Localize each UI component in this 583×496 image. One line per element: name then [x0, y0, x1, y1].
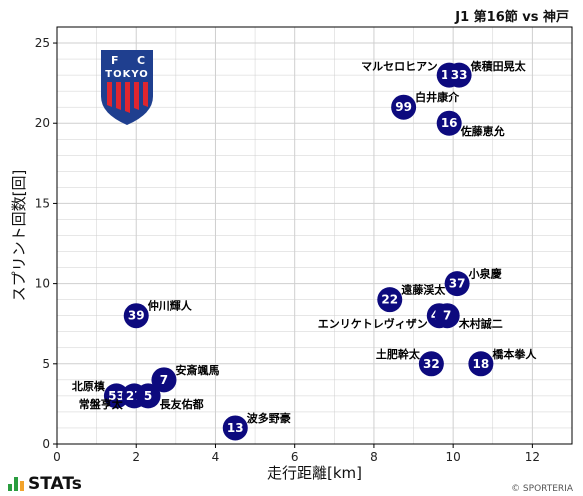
- point-number: 16: [441, 116, 458, 130]
- point-marker: [123, 303, 149, 329]
- point-number: 22: [381, 293, 398, 307]
- data-points: 19マルセロヒアン33俵積田晃太99白井康介16佐藤恵允37小泉慶22遠藤渓太4…: [72, 59, 537, 441]
- y-tick-label: 25: [35, 36, 50, 50]
- point-name-label: 仲川輝人: [148, 299, 193, 313]
- point-number: 37: [449, 277, 466, 291]
- logo-stripe: [107, 82, 112, 107]
- logo-letter-c: C: [137, 54, 145, 67]
- stats-text: STATs: [28, 474, 82, 494]
- grid-lines: [57, 27, 572, 444]
- point-name-label: 俵積田晃太: [471, 59, 527, 73]
- data-point: 7 安斎颯馬: [151, 363, 219, 393]
- point-number: 7: [443, 309, 451, 323]
- stats-bars-icon: [8, 477, 24, 491]
- plot-frame: [56, 26, 573, 445]
- point-name-label: 安斎颯馬: [175, 363, 219, 377]
- point-number: 39: [128, 309, 145, 323]
- x-tick-label: 2: [132, 450, 140, 464]
- y-tick-label: 5: [42, 357, 50, 371]
- y-tick-label: 0: [42, 437, 50, 451]
- point-name-label: 長友佑都: [160, 397, 204, 411]
- point-marker: [222, 415, 248, 441]
- logo-stripes: [107, 82, 148, 113]
- point-marker: [391, 94, 417, 120]
- point-number: 53: [108, 389, 125, 403]
- point-number: 33: [451, 68, 468, 82]
- y-tick-label: 10: [35, 277, 50, 291]
- point-name-label: 木村誠二: [458, 317, 503, 331]
- logo-letter-f: F: [111, 54, 119, 67]
- point-name-label: 常盤亨太: [79, 397, 124, 411]
- y-axis-title: スプリント回数[回]: [10, 170, 28, 302]
- point-marker: [468, 351, 494, 377]
- x-tick-label: 10: [446, 450, 461, 464]
- point-name-label: エンリケトレヴィザン: [318, 317, 428, 331]
- point-name-label: 小泉慶: [468, 267, 502, 281]
- point-name-label: 橋本拳人: [492, 347, 537, 361]
- x-axis-title: 走行距離[km]: [267, 464, 362, 482]
- stats-logo: STATs: [8, 474, 82, 494]
- point-name-label: 佐藤恵允: [460, 124, 505, 138]
- point-name-label: 波多野豪: [247, 411, 291, 425]
- x-tick-label: 12: [525, 450, 540, 464]
- data-point: 7 木村誠二: [434, 303, 503, 331]
- logo-stripe: [116, 82, 121, 110]
- logo-stripe: [125, 82, 130, 113]
- point-number: 18: [473, 357, 490, 371]
- point-name-label: 白井康介: [415, 90, 460, 104]
- x-tick-label: 4: [212, 450, 220, 464]
- point-name-label: マルセロヒアン: [361, 60, 438, 73]
- point-marker: [434, 303, 460, 329]
- x-tick-label: 6: [291, 450, 299, 464]
- point-marker: [103, 383, 129, 409]
- point-marker: [446, 62, 472, 88]
- point-number: 32: [423, 357, 440, 371]
- y-tick-label: 20: [35, 116, 50, 130]
- data-point: 19マルセロヒアン: [361, 60, 462, 88]
- point-name-label: 遠藤渓太: [401, 283, 446, 297]
- copyright: © SPORTERIA: [511, 484, 573, 494]
- point-marker: [151, 367, 177, 393]
- point-marker: [436, 110, 462, 136]
- point-name-label: 土肥幹太: [376, 347, 421, 361]
- x-tick-label: 0: [53, 450, 61, 464]
- point-marker: [377, 287, 403, 313]
- point-marker: [444, 271, 470, 297]
- x-tick-label: 8: [370, 450, 378, 464]
- point-marker: [135, 383, 161, 409]
- y-tick-label: 15: [35, 196, 50, 210]
- logo-stripe: [134, 82, 139, 110]
- point-number: 7: [160, 373, 168, 387]
- chart-header: J1 第16節 vs 神戸: [455, 10, 569, 25]
- point-number: 13: [227, 421, 244, 435]
- data-point: 5 長友佑都: [135, 383, 204, 411]
- point-name-label: 北原槙: [72, 379, 105, 393]
- point-number: 5: [144, 389, 152, 403]
- point-marker: [418, 351, 444, 377]
- point-number: 99: [395, 100, 412, 114]
- fc-tokyo-logo: F C TOKYO: [101, 50, 153, 125]
- logo-stripe: [143, 82, 148, 107]
- axis-ticks: 0 2 4 6 8 10 12 0 5 10 15 20 25: [35, 36, 540, 464]
- logo-text-tokyo: TOKYO: [105, 69, 148, 80]
